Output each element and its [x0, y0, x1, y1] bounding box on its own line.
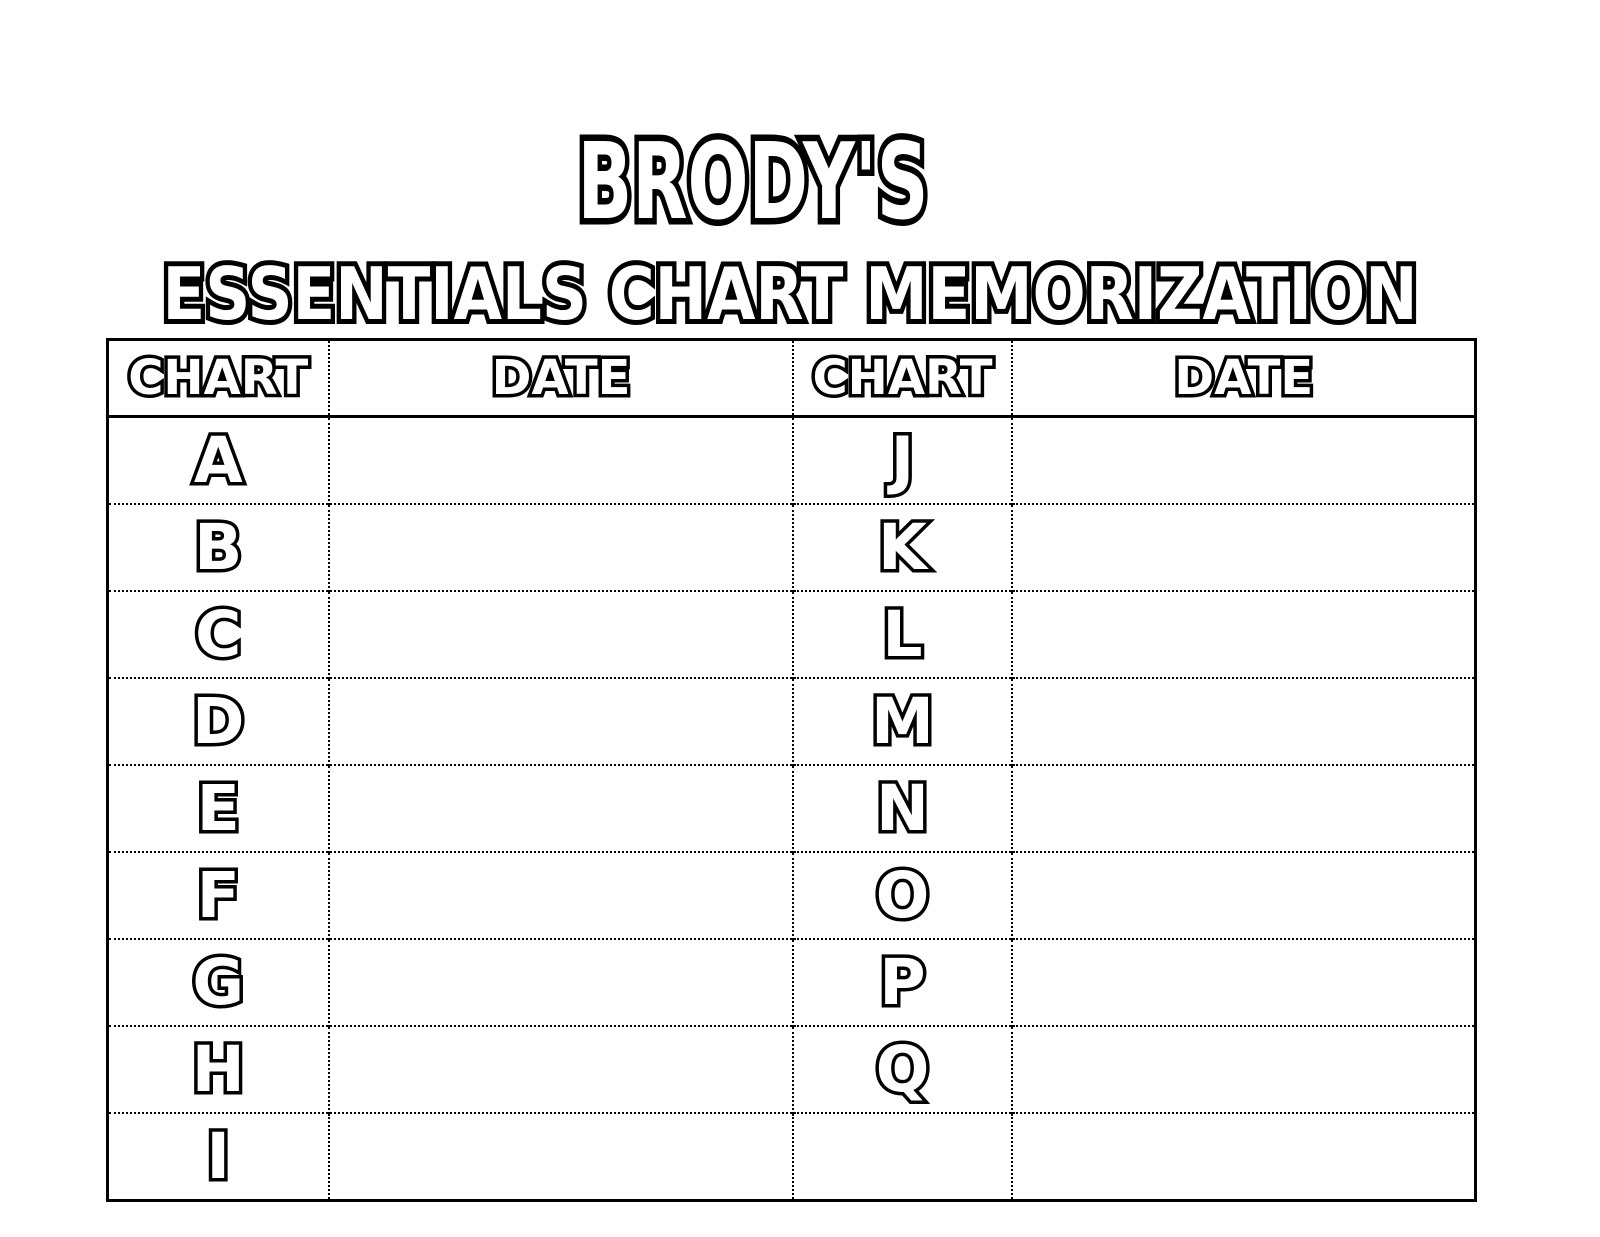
chart-letter: H	[192, 1033, 245, 1106]
chart-cell: M	[791, 677, 1012, 765]
date-header-left: DATE	[327, 339, 793, 418]
chart-cell: K	[791, 503, 1012, 591]
date-cell	[327, 1112, 793, 1201]
chart-header-right: CHART	[791, 339, 1012, 418]
page-title: BRODY'S	[571, 115, 935, 250]
page-title-text: BRODY'S	[578, 121, 929, 243]
date-cell	[327, 590, 793, 678]
date-cell	[1010, 677, 1476, 765]
chart-cell: J	[791, 416, 1012, 504]
chart-cell: L	[791, 590, 1012, 678]
table-row: H Q	[107, 1025, 1476, 1113]
chart-cell	[791, 1112, 1012, 1201]
page-subtitle: ESSENTIALS CHART MEMORIZATION	[158, 247, 1423, 341]
page-subtitle-text: ESSENTIALS CHART MEMORIZATION	[163, 252, 1418, 336]
chart-cell: C	[107, 590, 329, 678]
chart-letter: I	[207, 1120, 230, 1193]
date-cell	[327, 764, 793, 852]
chart-cell: H	[107, 1025, 329, 1113]
date-cell	[1010, 938, 1476, 1026]
chart-cell: G	[107, 938, 329, 1026]
chart-letter: E	[197, 772, 240, 845]
date-cell	[327, 851, 793, 939]
chart-cell: Q	[791, 1025, 1012, 1113]
table-row: B K	[107, 503, 1476, 591]
chart-letter: P	[879, 946, 925, 1019]
chart-header-left: CHART	[107, 339, 329, 418]
table-row: F O	[107, 851, 1476, 939]
date-cell	[327, 677, 793, 765]
table-row: E N	[107, 764, 1476, 852]
chart-letter: K	[878, 511, 929, 584]
chart-letter: C	[195, 598, 241, 671]
date-cell	[1010, 590, 1476, 678]
chart-cell: E	[107, 764, 329, 852]
date-cell	[1010, 503, 1476, 591]
chart-cell: F	[107, 851, 329, 939]
date-cell	[1010, 1025, 1476, 1113]
chart-letter: F	[197, 859, 240, 932]
header-row: CHART DATE CHART DATE	[107, 339, 1476, 418]
chart-letter: D	[192, 685, 244, 758]
chart-cell: I	[107, 1112, 329, 1201]
date-header-right-label: DATE	[1174, 350, 1313, 406]
table-row: I	[107, 1112, 1476, 1201]
chart-letter: N	[876, 772, 929, 845]
date-header-left-label: DATE	[491, 350, 630, 406]
memorization-table: CHART DATE CHART DATE A J B	[106, 338, 1477, 1202]
chart-cell: B	[107, 503, 329, 591]
chart-header-right-label: CHART	[812, 350, 992, 406]
date-header-right: DATE	[1010, 339, 1476, 418]
chart-header-left-label: CHART	[128, 350, 308, 406]
date-cell	[1010, 1112, 1476, 1201]
table-row: A J	[108, 416, 1476, 505]
table-row: D M	[107, 677, 1476, 765]
chart-cell: N	[791, 764, 1012, 852]
table-row: C L	[107, 590, 1476, 678]
chart-cell: D	[107, 677, 329, 765]
date-cell	[327, 503, 793, 591]
chart-letter: J	[886, 424, 913, 497]
table-row: G P	[107, 938, 1476, 1026]
chart-letter: O	[875, 859, 929, 932]
date-cell	[327, 416, 793, 504]
date-cell	[1010, 764, 1476, 852]
chart-cell: A	[108, 417, 329, 505]
chart-letter: G	[192, 946, 244, 1019]
chart-letter: B	[194, 511, 242, 584]
chart-letter: A	[194, 424, 243, 497]
chart-letter: L	[882, 598, 922, 671]
date-cell	[327, 1025, 793, 1113]
chart-cell: O	[791, 851, 1012, 939]
chart-cell: P	[791, 938, 1012, 1026]
chart-letter: Q	[875, 1033, 929, 1106]
date-cell	[327, 938, 793, 1026]
date-cell	[1010, 416, 1476, 504]
date-cell	[1010, 851, 1476, 939]
chart-letter: M	[871, 685, 934, 758]
